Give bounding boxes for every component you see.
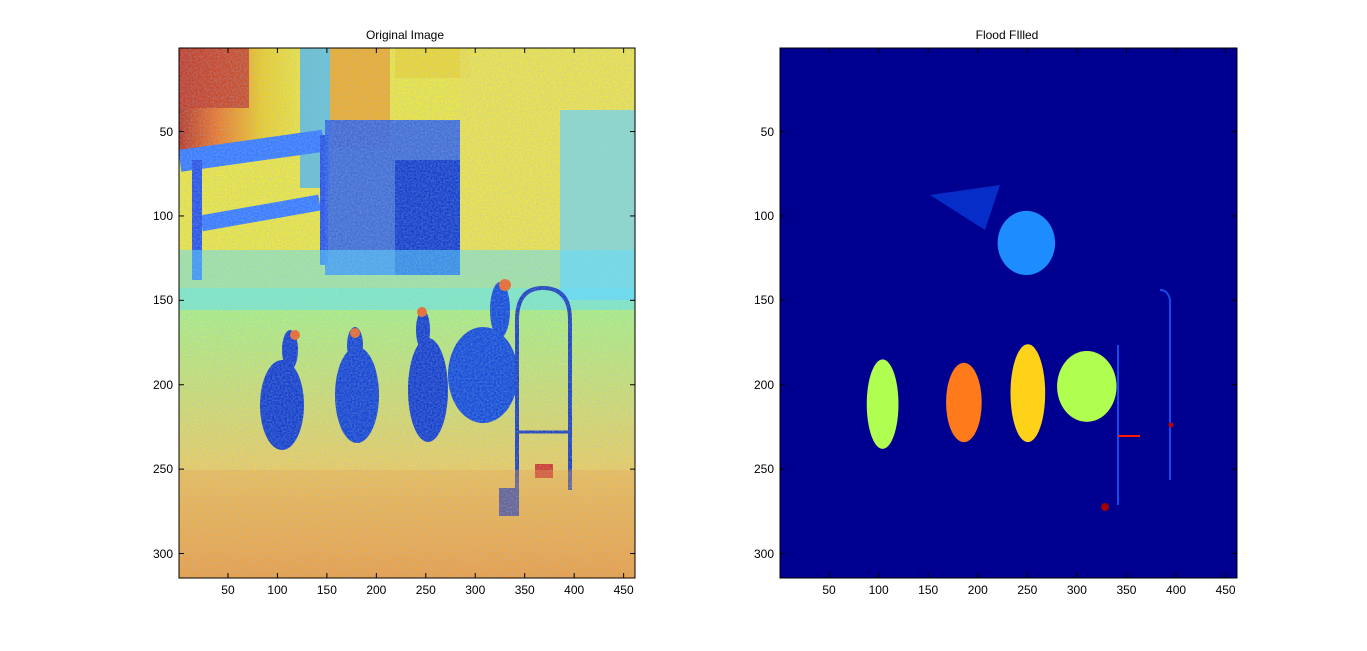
left-ytick-label: 50	[159, 124, 173, 139]
left-ytick-label: 200	[152, 377, 173, 392]
right-ytick-label: 150	[753, 293, 774, 308]
right-xtick-label: 250	[1017, 583, 1038, 597]
right-xtick-label: 400	[1166, 583, 1187, 597]
right-axes-box	[779, 47, 1238, 579]
right-xtick-label: 100	[868, 583, 889, 597]
flood-filled-plot	[779, 47, 1238, 579]
right-ytick-label: 100	[753, 208, 774, 223]
flood-region	[946, 362, 982, 443]
right-ytick-label: 200	[753, 377, 774, 392]
left-xtick-label: 50	[221, 583, 235, 597]
right-xtick-label: 200	[967, 583, 988, 597]
left-xtick-label: 200	[366, 583, 387, 597]
original-image	[179, 48, 635, 578]
left-ytick-label: 300	[152, 546, 173, 561]
left-xtick-label: 450	[613, 583, 634, 597]
original-image-plot	[178, 47, 636, 579]
right-ytick-label: 250	[753, 462, 774, 477]
left-xtick-label: 350	[514, 583, 535, 597]
right-xtick-label: 150	[918, 583, 939, 597]
right-xtick-label: 50	[822, 583, 836, 597]
right-chart-title: Flood FIlled	[975, 28, 1039, 42]
left-xtick-label: 100	[267, 583, 288, 597]
right-ytick-label: 300	[753, 546, 774, 561]
left-axes-box	[178, 47, 636, 579]
tick-marks	[179, 48, 1237, 578]
flood-region	[1010, 344, 1046, 443]
left-xtick-label: 300	[465, 583, 486, 597]
left-chart-title: Original Image	[365, 28, 445, 42]
flood-region	[866, 359, 899, 449]
left-xtick-label: 150	[316, 583, 337, 597]
right-xtick-label: 450	[1215, 583, 1236, 597]
right-xtick-label: 300	[1066, 583, 1087, 597]
left-ytick-label: 250	[152, 462, 173, 477]
flood-background	[780, 48, 1237, 578]
right-ytick-label: 50	[760, 124, 774, 139]
flood-region	[1057, 350, 1117, 422]
left-ytick-label: 150	[152, 293, 173, 308]
flood-filled-image	[780, 48, 1237, 578]
left-xtick-label: 250	[415, 583, 436, 597]
left-ytick-label: 100	[152, 208, 173, 223]
left-xtick-label: 400	[564, 583, 585, 597]
flood-region	[997, 210, 1056, 276]
right-xtick-label: 350	[1116, 583, 1137, 597]
